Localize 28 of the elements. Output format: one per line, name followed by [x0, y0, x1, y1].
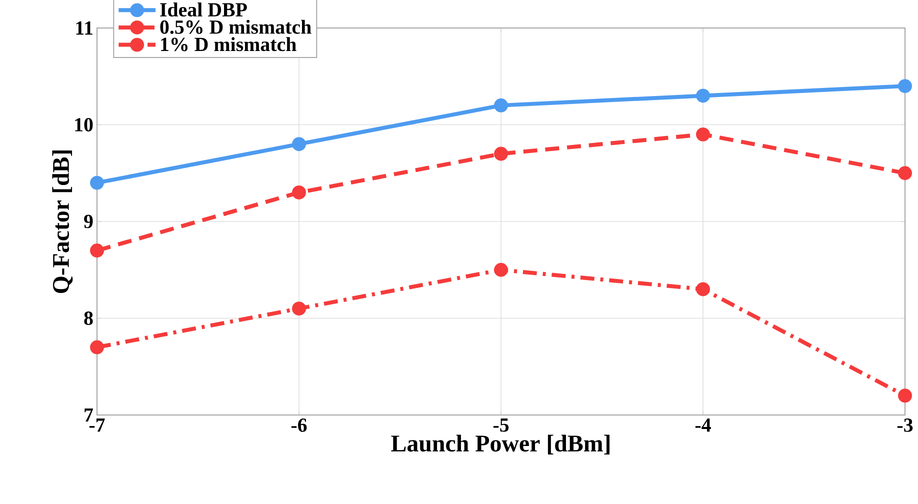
point — [898, 388, 912, 403]
x-tick-label: -3 — [897, 418, 913, 432]
point — [494, 262, 508, 277]
point — [90, 244, 104, 258]
x-tick-label: -5 — [493, 418, 509, 432]
point — [90, 340, 104, 354]
y-tick-label: 9 — [84, 214, 93, 228]
point — [898, 79, 912, 94]
legend-label: 1% D mismatch — [161, 37, 296, 52]
point — [292, 185, 306, 200]
x-tick-label: -6 — [291, 418, 307, 432]
point — [696, 127, 710, 142]
point — [696, 88, 710, 103]
point — [696, 282, 710, 296]
point — [292, 137, 306, 152]
point — [494, 146, 508, 161]
x-tick-label: -4 — [695, 418, 711, 432]
legend-label: 0.5% D mismatch — [160, 20, 312, 34]
x-axis-title: Launch Power [dBm] — [391, 434, 610, 455]
y-tick-label: 8 — [84, 312, 93, 325]
point — [898, 166, 912, 180]
y-axis-title: Q-Factor [dB] — [52, 150, 73, 294]
y-tick-label: 11 — [76, 21, 92, 35]
y-tick-label: 10 — [75, 118, 93, 132]
point — [494, 98, 508, 112]
point — [90, 176, 104, 190]
legend-label: Ideal DBP — [160, 2, 247, 17]
point — [292, 302, 306, 316]
